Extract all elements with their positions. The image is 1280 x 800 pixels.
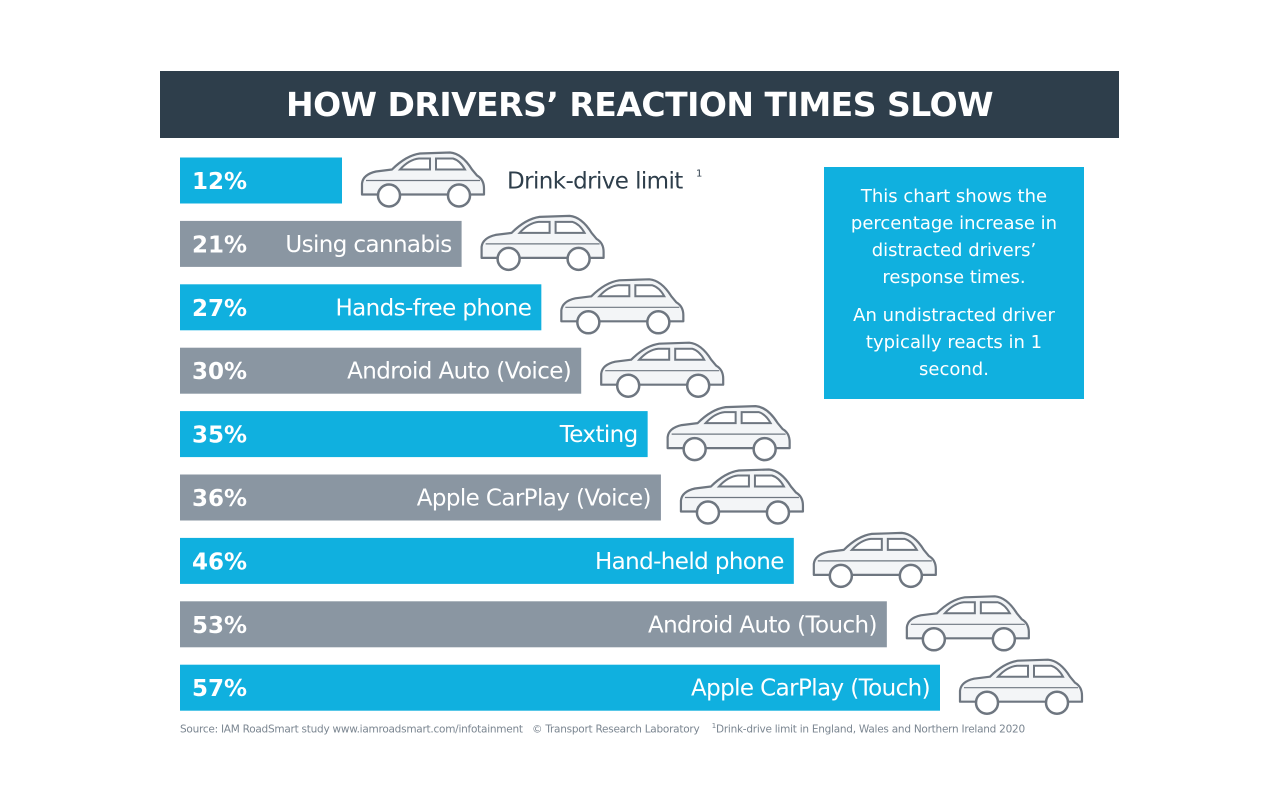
bar-row: 36% Apple CarPlay (Voice) — [180, 468, 805, 525]
footer-note: Drink-drive limit in England, Wales and … — [716, 723, 1025, 736]
car-window-rear — [435, 157, 467, 171]
car-window-front — [703, 411, 737, 425]
chart-title: HOW DRIVERS’ REACTION TIMES SLOW — [285, 85, 994, 124]
value-label: 53% — [192, 613, 247, 639]
category-label: Texting — [559, 422, 638, 448]
car-rear-wheel — [898, 563, 924, 589]
car-window-rear — [740, 411, 773, 425]
car-front-wheel — [376, 183, 402, 208]
bar — [180, 537, 794, 584]
category-label: Drink-drive limit — [507, 169, 683, 195]
value-label: 21% — [192, 232, 247, 258]
category-label: Android Auto (Touch) — [648, 612, 877, 638]
category-label: Apple CarPlay (Voice) — [417, 486, 651, 512]
car-window-rear — [886, 537, 919, 551]
car-front-wheel — [496, 246, 521, 272]
info-box: This chart shows the percentage increase… — [824, 167, 1084, 399]
category-label: Hands-free phone — [335, 295, 531, 321]
bar — [180, 411, 648, 458]
value-label: 27% — [192, 296, 247, 322]
car-window-front — [636, 347, 671, 361]
car-front-wheel — [828, 563, 854, 589]
bar-row: 57% Apple CarPlay (Touch) — [180, 658, 1084, 715]
car-window-front — [517, 220, 551, 234]
car-window-front — [716, 474, 750, 488]
info-text-2: An undistracted driver typically reacts … — [853, 305, 1055, 380]
value-label: 12% — [192, 169, 247, 195]
category-label: Using cannabis — [285, 232, 451, 258]
car-rear-wheel — [991, 627, 1017, 652]
bar-row: 21% Using cannabis — [180, 214, 605, 272]
car-rear-wheel — [752, 436, 777, 462]
car-rear-wheel — [446, 183, 472, 208]
car-rear-wheel — [1044, 690, 1070, 715]
footer-source: Source: IAM RoadSmart study www.iamroads… — [180, 723, 523, 736]
car-rear-wheel — [566, 246, 591, 272]
car-front-wheel — [576, 310, 601, 335]
bar — [180, 284, 542, 331]
car-rear-wheel — [685, 373, 711, 398]
footnote-marker: 1 — [696, 169, 702, 180]
car-window-rear — [1033, 664, 1065, 678]
chart-title-bar: HOW DRIVERS’ REACTION TIMES SLOW — [160, 71, 1119, 138]
category-label: Apple CarPlay (Touch) — [691, 676, 930, 702]
bar-row: 46% Hand-held phone — [180, 531, 937, 589]
footer: Source: IAM RoadSmart study www.iamroads… — [180, 722, 1110, 736]
value-label: 35% — [192, 423, 247, 449]
value-label: 36% — [192, 486, 247, 512]
car-window-front — [849, 537, 883, 551]
footer-credit: © Transport Research Laboratory — [532, 723, 700, 736]
bar — [180, 601, 887, 648]
bar — [180, 220, 462, 267]
car-window-rear — [753, 474, 786, 488]
car-front-wheel — [974, 690, 1000, 715]
bar-row: 30% Android Auto (Voice) — [180, 341, 725, 398]
bar-row: 12% Drink-drive limit 1 — [180, 151, 702, 208]
bar-row: 27% Hands-free phone — [180, 278, 685, 335]
car-rear-wheel — [765, 500, 791, 525]
car-window-front — [995, 664, 1029, 678]
car-window-front — [397, 157, 431, 171]
value-label: 30% — [192, 359, 247, 385]
bar-row: 53% Android Auto (Touch) — [180, 595, 1030, 652]
bar — [180, 157, 342, 204]
car-window-front — [942, 601, 976, 615]
category-label: Hand-held phone — [595, 549, 784, 575]
category-label: Android Auto (Voice) — [347, 359, 571, 385]
bar — [180, 347, 582, 394]
bar — [180, 664, 940, 711]
car-front-wheel — [695, 500, 721, 525]
value-label: 57% — [192, 676, 247, 702]
car-window-rear — [674, 347, 706, 361]
car-front-wheel — [682, 436, 707, 462]
info-text-1: This chart shows the percentage increase… — [850, 186, 1058, 288]
footer-note-marker: 1 — [711, 722, 716, 730]
bar-row: 35% Texting — [180, 405, 791, 462]
car-front-wheel — [921, 627, 947, 652]
car-rear-wheel — [646, 310, 671, 335]
car-front-wheel — [615, 373, 641, 398]
car-window-rear — [979, 601, 1012, 615]
value-label: 46% — [192, 549, 247, 575]
car-window-front — [597, 284, 631, 298]
car-window-rear — [554, 220, 587, 234]
bar — [180, 474, 661, 521]
car-window-rear — [634, 284, 667, 298]
